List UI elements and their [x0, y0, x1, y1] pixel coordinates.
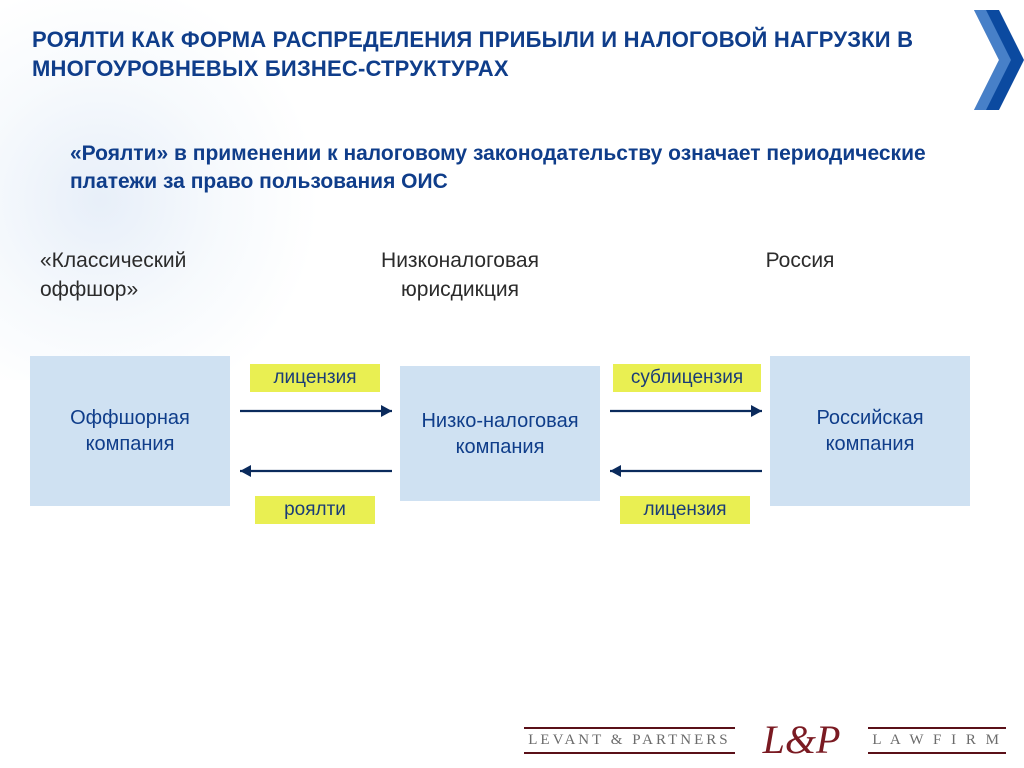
corner-chevrons	[974, 10, 1024, 110]
tag-license1: лицензия	[250, 364, 380, 392]
flow-diagram: Оффшорная компания Низко-налоговая компан…	[30, 336, 990, 596]
column-headers-row: «Классический оффшор» Низконалоговая юри…	[40, 246, 980, 305]
col2-line2: юрисдикция	[270, 275, 650, 304]
arrow-3	[603, 463, 769, 479]
subtitle-text: «Роялти» в применении к налоговому закон…	[70, 140, 940, 197]
column-header-1: «Классический оффшор»	[40, 246, 270, 305]
footer-logo: L&P	[763, 724, 841, 756]
slide-subtitle: «Роялти» в применении к налоговому закон…	[70, 140, 940, 197]
tag-license2: лицензия	[620, 496, 750, 524]
node-n3: Российская компания	[770, 356, 970, 506]
arrow-0	[233, 403, 399, 419]
tag-sublicense: сублицензия	[613, 364, 761, 392]
col2-line1: Низконалоговая	[270, 246, 650, 275]
col1-line2: оффшор»	[40, 275, 270, 304]
node-n1: Оффшорная компания	[30, 356, 230, 506]
footer: LEVANT & PARTNERS L&P L A W F I R M	[524, 724, 1006, 756]
column-header-2: Низконалоговая юрисдикция	[270, 246, 650, 305]
title-text: РОЯЛТИ КАК ФОРМА РАСПРЕДЕЛЕНИЯ ПРИБЫЛИ И…	[32, 26, 952, 83]
col3-line1: Россия	[650, 246, 950, 275]
column-header-3: Россия	[650, 246, 950, 305]
footer-brand-left: LEVANT & PARTNERS	[524, 727, 734, 754]
slide-title: РОЯЛТИ КАК ФОРМА РАСПРЕДЕЛЕНИЯ ПРИБЫЛИ И…	[32, 26, 952, 83]
footer-brand-right: L A W F I R M	[868, 727, 1006, 754]
col1-line1: «Классический	[40, 246, 270, 275]
tag-royalty: роялти	[255, 496, 375, 524]
arrow-1	[233, 463, 399, 479]
node-n2: Низко-налоговая компания	[400, 366, 600, 501]
arrow-2	[603, 403, 769, 419]
